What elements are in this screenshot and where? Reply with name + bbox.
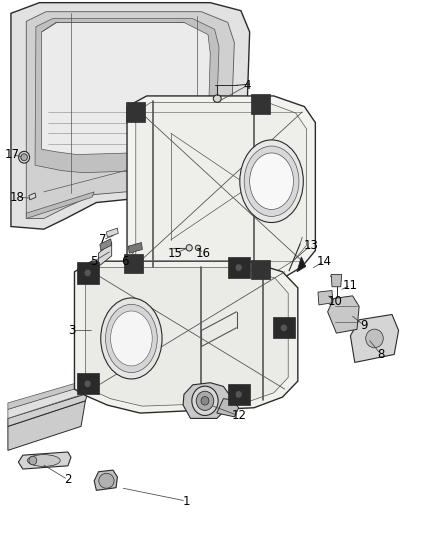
Ellipse shape [84,380,91,387]
Ellipse shape [244,146,299,216]
Polygon shape [217,399,239,417]
Text: 10: 10 [328,295,343,308]
Ellipse shape [213,95,221,102]
Polygon shape [8,385,87,418]
Polygon shape [8,382,81,409]
Polygon shape [126,102,145,122]
Ellipse shape [84,269,91,277]
Polygon shape [251,260,270,279]
Polygon shape [85,268,288,406]
Polygon shape [8,393,88,426]
Ellipse shape [235,391,242,398]
Ellipse shape [106,304,157,373]
Text: 6: 6 [121,255,129,268]
Text: 17: 17 [4,148,19,161]
Ellipse shape [240,140,303,223]
Text: 11: 11 [343,279,358,292]
Polygon shape [350,314,399,362]
Ellipse shape [366,329,383,348]
Polygon shape [74,261,298,413]
Polygon shape [42,22,210,155]
Polygon shape [77,262,99,284]
Polygon shape [328,296,359,333]
Polygon shape [124,254,143,273]
Text: 7: 7 [99,233,107,246]
Ellipse shape [99,473,114,488]
Polygon shape [29,193,36,200]
Ellipse shape [29,456,37,465]
Ellipse shape [27,455,60,466]
Ellipse shape [186,245,192,251]
Ellipse shape [18,151,30,163]
Polygon shape [273,317,295,338]
Text: 9: 9 [360,319,367,332]
Polygon shape [100,239,112,251]
Polygon shape [8,401,85,450]
Polygon shape [183,383,230,418]
Text: 3: 3 [69,324,76,337]
Ellipse shape [110,311,152,366]
Polygon shape [251,94,270,114]
Text: 18: 18 [10,191,25,204]
Text: 13: 13 [304,239,318,252]
Text: 4: 4 [244,79,251,92]
Polygon shape [128,243,142,253]
Ellipse shape [196,391,214,410]
Polygon shape [228,384,250,405]
Polygon shape [99,243,112,266]
Polygon shape [136,102,307,278]
Polygon shape [77,373,99,394]
Ellipse shape [250,153,293,209]
Polygon shape [228,257,250,278]
Polygon shape [26,12,234,219]
Polygon shape [26,192,94,219]
Ellipse shape [280,324,287,332]
Text: 1: 1 [182,495,190,507]
Ellipse shape [101,298,162,379]
Text: 14: 14 [317,255,332,268]
Text: 12: 12 [231,409,246,422]
Text: 15: 15 [168,247,183,260]
Ellipse shape [235,264,242,271]
Polygon shape [18,452,71,469]
Ellipse shape [192,386,218,416]
Polygon shape [11,3,250,229]
Polygon shape [127,96,315,285]
Ellipse shape [195,245,201,251]
Text: 16: 16 [196,247,211,260]
Ellipse shape [201,397,209,405]
Polygon shape [94,470,117,490]
Polygon shape [35,19,219,173]
Polygon shape [297,257,306,272]
Ellipse shape [21,154,27,161]
Text: 2: 2 [64,473,72,486]
Text: 8: 8 [378,348,385,361]
Polygon shape [106,228,118,237]
Polygon shape [331,274,342,287]
Polygon shape [318,290,333,305]
Text: 5: 5 [91,255,98,268]
